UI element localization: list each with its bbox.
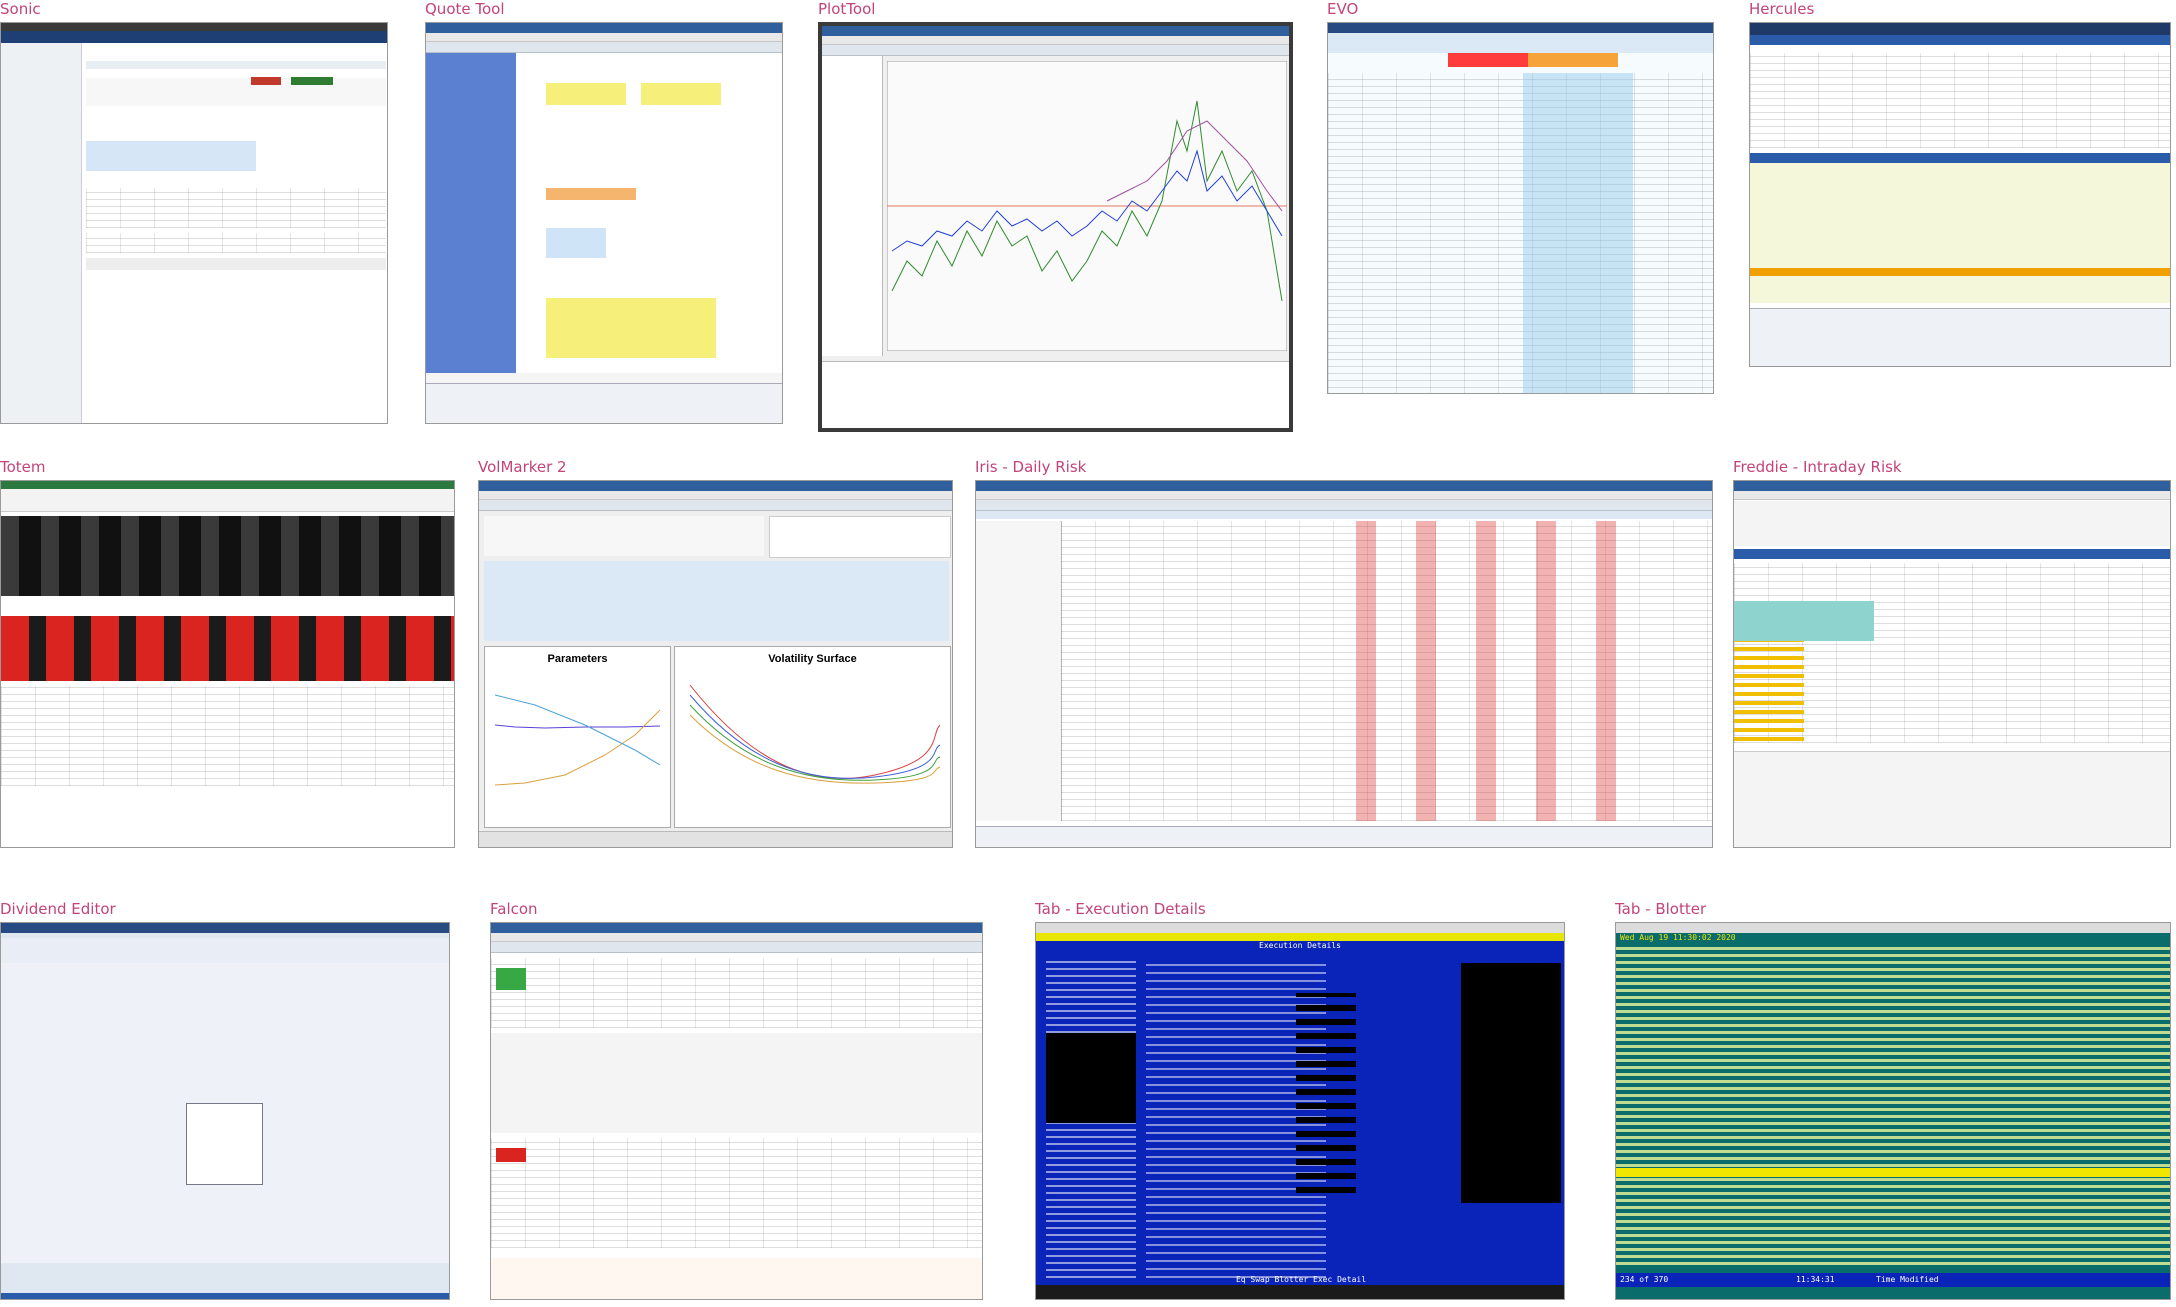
tile-title: Hercules <box>1749 0 1815 18</box>
iris-screenshot[interactable] <box>975 480 1713 848</box>
tile-title: EVO <box>1327 0 1359 18</box>
tile-title: Tab - Execution Details <box>1035 900 1206 918</box>
tile-title: Sonic <box>0 0 41 18</box>
quote-tool-screenshot[interactable] <box>425 22 783 424</box>
surface-chart <box>689 684 941 784</box>
parameters-chart-title: Parameters <box>547 653 608 665</box>
tile-title: Falcon <box>490 900 538 918</box>
tile-volmarker: VolMarker 2 Parameters Volatility Surfac… <box>478 458 953 853</box>
exec-banner: Execution Details <box>1036 941 1564 951</box>
freddie-screenshot[interactable] <box>1733 480 2171 848</box>
tile-plottool: PlotTool <box>818 0 1293 432</box>
plot-chart[interactable] <box>887 61 1287 351</box>
tile-tab-blotter: Tab - Blotter Wed Aug 19 11:30:02 2020 2… <box>1615 900 2176 1307</box>
blotter-status: 234 of 370 <box>1620 1275 1669 1284</box>
blotter-modified: Time Modified <box>1876 1275 1939 1284</box>
tile-title: VolMarker 2 <box>478 458 567 476</box>
plottool-screenshot[interactable] <box>818 22 1293 432</box>
tile-title: Iris - Daily Risk <box>975 458 1087 476</box>
tile-title: Totem <box>0 458 46 476</box>
tile-title: Dividend Editor <box>0 900 116 918</box>
tab-exec-screenshot[interactable]: Execution Details Eq Swap Blotter Exec D… <box>1035 922 1565 1300</box>
tile-evo: EVO <box>1327 0 1714 400</box>
sonic-screenshot[interactable] <box>0 22 388 424</box>
blotter-header: Wed Aug 19 11:30:02 2020 <box>1616 933 2170 943</box>
volmarker-screenshot[interactable]: Parameters Volatility Surface <box>478 480 953 848</box>
exec-footer: Eq Swap Blotter Exec Detail <box>1235 1275 1367 1284</box>
tile-tab-exec: Tab - Execution Details Execution Detail… <box>1035 900 1565 1307</box>
totem-screenshot[interactable] <box>0 480 455 848</box>
tile-quote-tool: Quote Tool <box>425 0 783 430</box>
parameters-chart <box>494 694 661 786</box>
blotter-time: 11:34:31 <box>1796 1275 1835 1284</box>
falcon-screenshot[interactable] <box>490 922 983 1300</box>
tile-title: PlotTool <box>818 0 876 18</box>
tile-freddie: Freddie - Intraday Risk <box>1733 458 2171 853</box>
tile-hercules: Hercules <box>1749 0 2176 400</box>
tab-blotter-screenshot[interactable]: Wed Aug 19 11:30:02 2020 234 of 370 11:3… <box>1615 922 2171 1300</box>
surface-chart-title: Volatility Surface <box>768 653 857 665</box>
tile-title: Quote Tool <box>425 0 505 18</box>
evo-screenshot[interactable] <box>1327 22 1714 394</box>
tile-dividend: Dividend Editor <box>0 900 450 1307</box>
tile-sonic: Sonic <box>0 0 388 430</box>
tile-title: Tab - Blotter <box>1615 900 1707 918</box>
tile-iris: Iris - Daily Risk <box>975 458 1713 853</box>
dividend-screenshot[interactable] <box>0 922 450 1300</box>
hercules-screenshot[interactable] <box>1749 22 2171 367</box>
tile-falcon: Falcon <box>490 900 983 1307</box>
tile-totem: Totem <box>0 458 455 853</box>
tile-title: Freddie - Intraday Risk <box>1733 458 1902 476</box>
